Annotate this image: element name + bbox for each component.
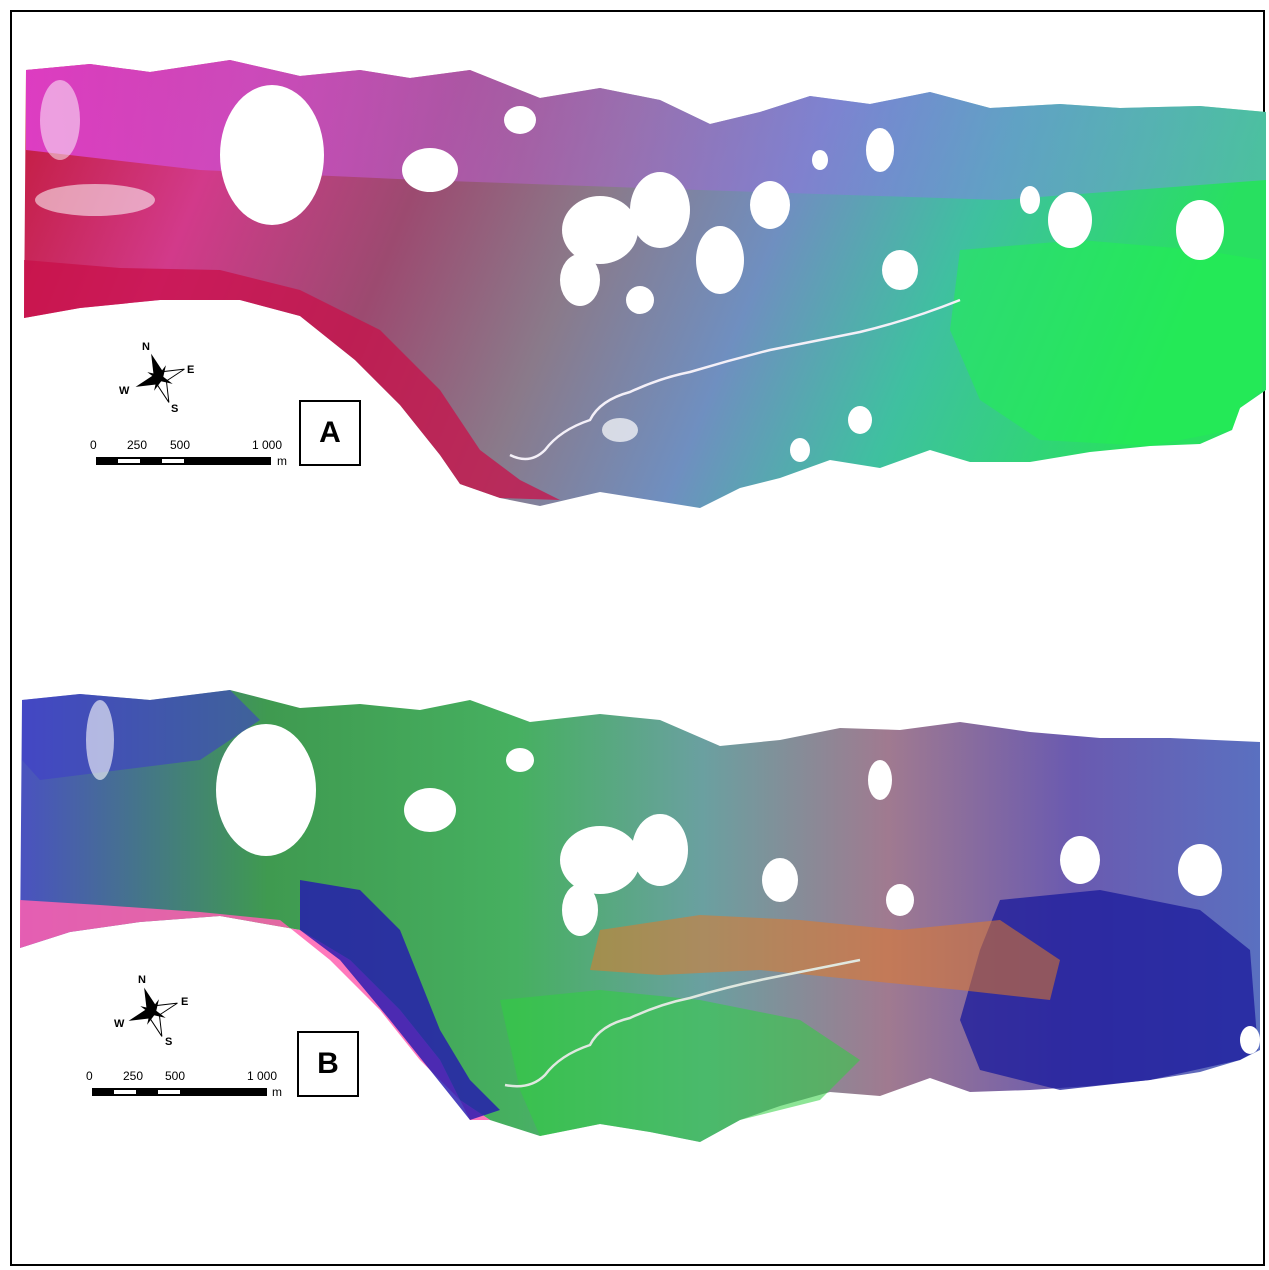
panel-a-nodata-patches [35,80,1224,462]
panel-b-nodata-patches [86,700,1260,1054]
panel-b-blue-lowland [300,880,500,1120]
panel-b-terrain [20,690,1260,1142]
panel-b-orange-band [590,915,1060,1000]
panel-a-map [24,60,1266,508]
panel-a-scale-bar [96,457,271,465]
panel-b-scale-tick-0: 0 [86,1069,93,1083]
panel-b-map [20,690,1260,1142]
panel-a-compass-e: E [187,364,195,376]
panel-b-river [504,958,861,1088]
panel-a-label: A [299,400,361,466]
panel-b-compass-w: W [114,1018,125,1030]
panel-b-compass-s: S [165,1036,173,1048]
panel-a-compass-w: W [119,385,130,397]
panel-b-west-blue [22,690,260,780]
panel-a-compass-s: S [171,403,179,415]
panel-a-scale-tick-500: 500 [170,438,191,452]
panel-a-scale-unit: m [277,454,287,468]
panel-b-green-south [500,990,860,1142]
panel-b-label: B [297,1031,359,1097]
panel-b-scale-unit: m [272,1085,282,1099]
panel-a-south-coast-red [24,260,560,500]
panel-b-compass [128,987,178,1037]
panel-b-compass-n: N [138,974,146,986]
panel-b-compass-e: E [181,996,189,1008]
panel-a-compass-n: N [142,341,150,353]
panel-a-east-green [950,240,1262,446]
panel-a-scale-tick-1000: 1 000 [252,438,283,452]
panel-b-scale-tick-1000: 1 000 [247,1069,278,1083]
panel-b-scale-bar [92,1088,267,1096]
panel-a-compass [135,353,185,403]
panel-a-north-overlay [26,60,1266,200]
panel-a-scale-tick-0: 0 [90,438,97,452]
panel-a-scale-tick-250: 250 [127,438,148,452]
panel-b-east-blue [960,890,1258,1090]
panel-a-river [509,298,961,461]
panel-b-scale-tick-250: 250 [123,1069,144,1083]
panel-b-scale-tick-500: 500 [165,1069,186,1083]
